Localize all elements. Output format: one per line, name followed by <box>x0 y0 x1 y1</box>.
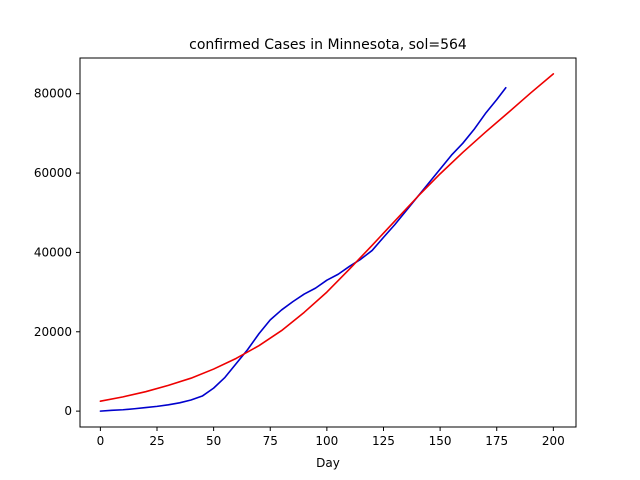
x-axis-label: Day <box>316 456 340 470</box>
y-tick-label: 20000 <box>34 325 72 339</box>
plot-area <box>99 73 555 412</box>
x-axis: 0 25 50 75 100 125 150 175 200 <box>97 427 565 448</box>
x-tick-label: 100 <box>315 434 338 448</box>
series-line-2 <box>99 73 555 403</box>
series-line-1 <box>99 86 507 412</box>
y-axis: 0 20000 40000 60000 80000 <box>34 87 80 418</box>
y-tick-label: 60000 <box>34 166 72 180</box>
x-tick-label: 25 <box>149 434 164 448</box>
x-tick-label: 0 <box>97 434 105 448</box>
y-tick-label: 0 <box>64 404 72 418</box>
x-tick-label: 50 <box>206 434 221 448</box>
chart-title: confirmed Cases in Minnesota, sol=564 <box>189 37 467 53</box>
x-tick-label: 175 <box>485 434 508 448</box>
axes-frame <box>79 57 577 428</box>
x-tick-label: 150 <box>429 434 452 448</box>
y-tick-label: 80000 <box>34 87 72 101</box>
y-tick-label: 40000 <box>34 245 72 259</box>
x-tick-label: 75 <box>263 434 278 448</box>
x-tick-label: 200 <box>542 434 565 448</box>
x-tick-label: 125 <box>372 434 395 448</box>
